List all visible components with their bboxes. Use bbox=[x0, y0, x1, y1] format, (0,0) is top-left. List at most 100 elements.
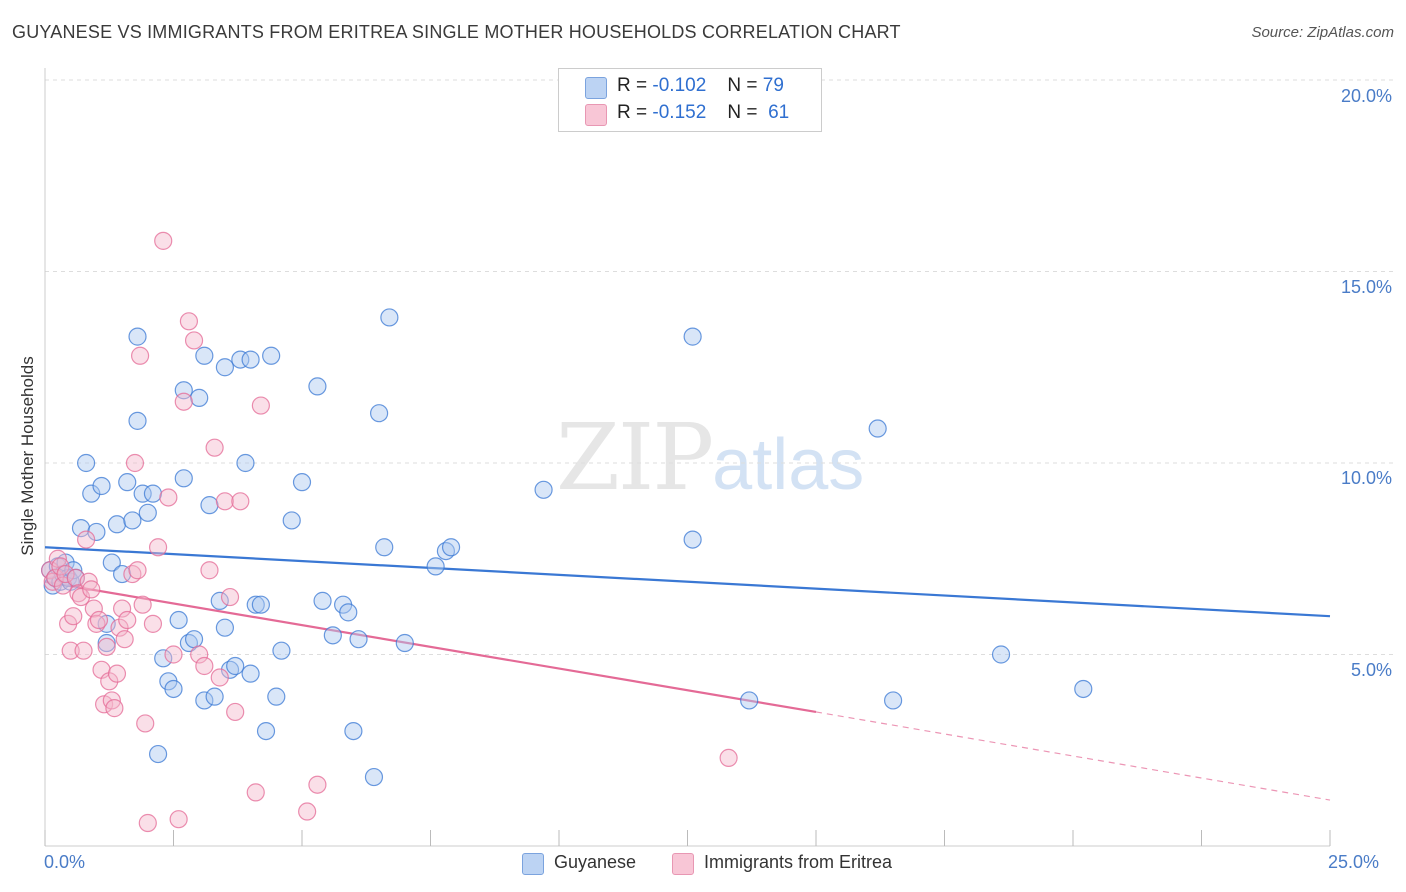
guyanese-point bbox=[883, 691, 903, 710]
x-tick-max: 25.0% bbox=[1328, 852, 1380, 872]
eritrea-point bbox=[118, 610, 137, 630]
guyanese-point bbox=[195, 346, 214, 365]
eritrea-point bbox=[298, 802, 317, 821]
guyanese-point bbox=[71, 519, 91, 538]
guyanese-point bbox=[991, 645, 1011, 664]
eritrea-point bbox=[195, 656, 214, 676]
y-tick-10: 10.0% bbox=[1340, 468, 1392, 488]
eritrea-point bbox=[97, 637, 116, 656]
y-tick-20: 20.0% bbox=[1340, 86, 1392, 106]
guyanese-point bbox=[200, 496, 219, 515]
eritrea-point bbox=[71, 587, 91, 607]
guyanese-point bbox=[868, 419, 887, 438]
guyanese-point bbox=[97, 633, 116, 653]
watermark: ZIPatlas bbox=[556, 404, 864, 511]
guyanese-point bbox=[683, 327, 702, 346]
guyanese-point bbox=[128, 411, 147, 430]
legend-n-value: 79 bbox=[762, 75, 784, 96]
chart-title: GUYANESE VS IMMIGRANTS FROM ERITREA SING… bbox=[12, 22, 901, 42]
guyanese-point bbox=[92, 476, 111, 496]
guyanese-point bbox=[380, 308, 399, 327]
guyanese-point bbox=[128, 327, 147, 346]
legend-r-value: -0.152 bbox=[652, 102, 707, 123]
guyanese-point bbox=[215, 358, 234, 377]
eritrea-point bbox=[128, 561, 147, 580]
eritrea-point bbox=[220, 587, 240, 607]
guyanese-point bbox=[77, 453, 96, 473]
eritrea-point bbox=[46, 568, 65, 588]
guyanese-point bbox=[246, 595, 265, 614]
eritrea-point bbox=[74, 641, 93, 660]
guyanese-point bbox=[364, 767, 384, 787]
guyanese-point bbox=[339, 603, 358, 622]
guyanese-point bbox=[241, 664, 260, 683]
eritrea-point bbox=[138, 813, 157, 833]
guyanese-point bbox=[138, 503, 157, 522]
guyanese-point bbox=[123, 511, 142, 530]
eritrea-trend-line bbox=[44, 580, 817, 714]
guyanese-point bbox=[169, 610, 188, 630]
guyanese-point bbox=[87, 522, 106, 542]
eritrea-point bbox=[89, 610, 109, 630]
guyanese-point bbox=[82, 484, 101, 503]
eritrea-point bbox=[159, 488, 178, 507]
eritrea-point bbox=[179, 312, 199, 331]
eritrea-point bbox=[215, 492, 234, 511]
eritrea-point bbox=[136, 714, 155, 733]
guyanese-point bbox=[313, 591, 332, 610]
guyanese-point bbox=[282, 511, 301, 530]
guyanese-point bbox=[308, 377, 327, 396]
guyanese-point bbox=[241, 350, 260, 369]
guyanese-point bbox=[251, 595, 270, 614]
guyanese-point bbox=[112, 564, 132, 584]
legend-r-label: R = bbox=[617, 75, 648, 96]
guyanese-point bbox=[210, 591, 229, 610]
guyanese-point bbox=[107, 515, 127, 534]
blue-swatch-icon bbox=[585, 77, 607, 99]
eritrea-trend-extension bbox=[815, 711, 1331, 801]
x-tick-min: 0.0% bbox=[44, 852, 86, 872]
guyanese-point bbox=[231, 350, 250, 369]
guyanese-point bbox=[344, 721, 363, 741]
eritrea-point bbox=[174, 392, 193, 411]
eritrea-point bbox=[105, 699, 124, 718]
guyanese-point bbox=[323, 626, 342, 645]
eritrea-point bbox=[148, 538, 168, 557]
guyanese-point bbox=[184, 630, 204, 649]
eritrea-point bbox=[246, 783, 265, 802]
eritrea-point bbox=[169, 810, 188, 829]
eritrea-point bbox=[154, 231, 173, 250]
legend-r-label: R = bbox=[617, 102, 648, 123]
eritrea-point bbox=[210, 668, 229, 687]
eritrea-point bbox=[77, 530, 96, 549]
guyanese-point bbox=[441, 538, 461, 557]
pink-swatch-icon bbox=[672, 853, 694, 875]
guyanese-point bbox=[262, 346, 281, 365]
legend-label-guyanese: Guyanese bbox=[554, 852, 637, 872]
eritrea-point bbox=[226, 702, 245, 722]
y-axis-title: Single Mother Households bbox=[18, 356, 37, 556]
guyanese-point bbox=[740, 691, 759, 710]
axes bbox=[44, 68, 1331, 847]
legend-n-label: N = bbox=[727, 75, 758, 96]
eritrea-point bbox=[61, 641, 80, 660]
legend-n-label: N = bbox=[727, 102, 758, 123]
guyanese-point bbox=[226, 656, 245, 676]
guyanese-point bbox=[164, 679, 183, 699]
pink-swatch-icon bbox=[585, 104, 607, 126]
guyanese-point bbox=[148, 744, 168, 764]
source-note: Source: ZipAtlas.com bbox=[1251, 24, 1394, 41]
guyanese-point bbox=[215, 618, 234, 637]
eritrea-point bbox=[56, 564, 75, 584]
eritrea-point bbox=[125, 453, 145, 473]
guyanese-point bbox=[683, 530, 702, 549]
guyanese-point bbox=[133, 484, 152, 503]
eritrea-point bbox=[308, 775, 327, 794]
stats-legend: R = -0.102 N = 79 R = -0.152 N = 61 bbox=[558, 68, 822, 132]
eritrea-point bbox=[115, 630, 134, 649]
guyanese-point bbox=[102, 553, 121, 572]
guyanese-point bbox=[349, 630, 368, 649]
guyanese-point bbox=[292, 473, 312, 492]
watermark-zip: ZIP bbox=[556, 404, 714, 511]
